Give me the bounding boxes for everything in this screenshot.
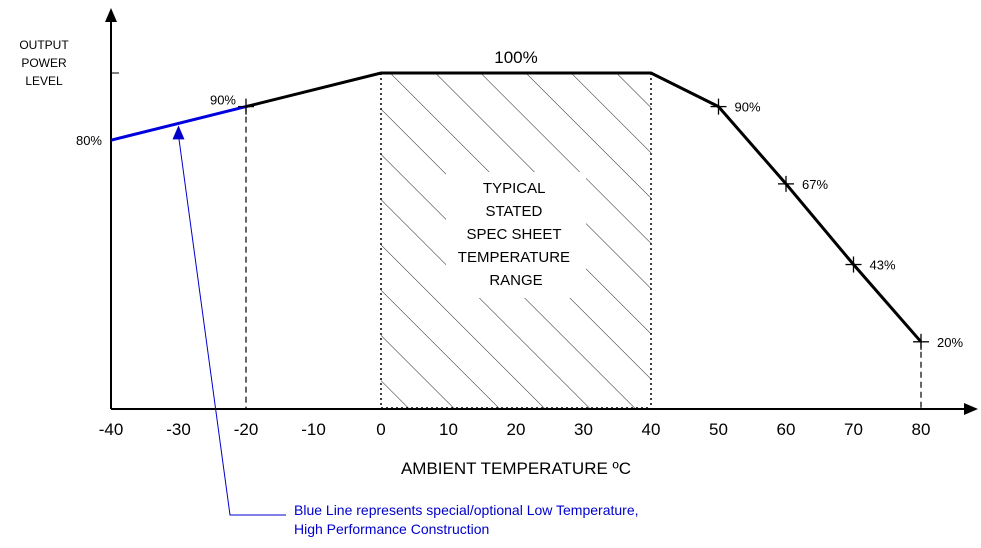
data-point-marker-50 bbox=[710, 98, 727, 115]
spec-range-label-line: TEMPERATURE bbox=[458, 249, 570, 266]
spec-range-label-line: TYPICAL bbox=[483, 180, 545, 197]
x-tick-label: 70 bbox=[844, 420, 863, 439]
y-axis-label-line: LEVEL bbox=[25, 74, 63, 88]
point-label-50: 90% bbox=[735, 100, 761, 115]
annotation-arrow-head bbox=[172, 125, 185, 140]
spec-range-label-line: SPEC SHEET bbox=[467, 226, 562, 243]
data-point-marker-70 bbox=[845, 256, 862, 273]
x-tick-label: 0 bbox=[376, 420, 385, 439]
x-tick-label: 30 bbox=[574, 420, 593, 439]
x-tick-label: 20 bbox=[507, 420, 526, 439]
y-axis-label-line: POWER bbox=[21, 56, 67, 70]
point-label-minus-40: 80% bbox=[76, 133, 102, 148]
x-tick-label: 60 bbox=[777, 420, 796, 439]
x-tick-label: 40 bbox=[642, 420, 661, 439]
series-line-low-temperature bbox=[110, 105, 247, 142]
point-label-80: 20% bbox=[937, 335, 963, 350]
data-point-marker-minus-20 bbox=[238, 98, 254, 115]
point-label-60: 67% bbox=[802, 177, 828, 192]
annotation-text-line: High Performance Construction bbox=[294, 521, 489, 537]
annotation-leader-line bbox=[178, 135, 286, 516]
annotation-text-line: Blue Line represents special/optional Lo… bbox=[294, 502, 639, 518]
point-markers bbox=[238, 98, 929, 350]
y-axis-arrow bbox=[105, 8, 117, 22]
spec-range-label: TYPICAL STATED SPEC SHEET TEMPERATURE RA… bbox=[458, 180, 574, 289]
data-point-marker-60 bbox=[778, 175, 794, 192]
x-tick-labels: -40 -30 -20 -10 0 10 20 30 40 50 60 70 8… bbox=[99, 420, 931, 439]
y-axis-label-line: OUTPUT bbox=[19, 38, 69, 52]
x-axis-title: AMBIENT TEMPERATURE ºC bbox=[401, 459, 631, 478]
x-tick-label: 50 bbox=[709, 420, 728, 439]
x-tick-label: -40 bbox=[99, 420, 124, 439]
plateau-label: 100% bbox=[494, 48, 537, 67]
point-label-minus-20: 90% bbox=[210, 93, 236, 108]
spec-range-label-background bbox=[446, 172, 586, 298]
x-tick-label: -20 bbox=[234, 420, 259, 439]
point-label-70: 43% bbox=[870, 258, 896, 273]
x-tick-label: 80 bbox=[912, 420, 931, 439]
spec-range-label-line: RANGE bbox=[489, 272, 542, 289]
x-tick-label: 10 bbox=[439, 420, 458, 439]
x-tick-label: -10 bbox=[301, 420, 326, 439]
data-point-marker-80 bbox=[913, 333, 929, 350]
x-axis-arrow bbox=[964, 403, 978, 415]
spec-range-label-line: STATED bbox=[485, 203, 542, 220]
x-tick-label: -30 bbox=[166, 420, 191, 439]
